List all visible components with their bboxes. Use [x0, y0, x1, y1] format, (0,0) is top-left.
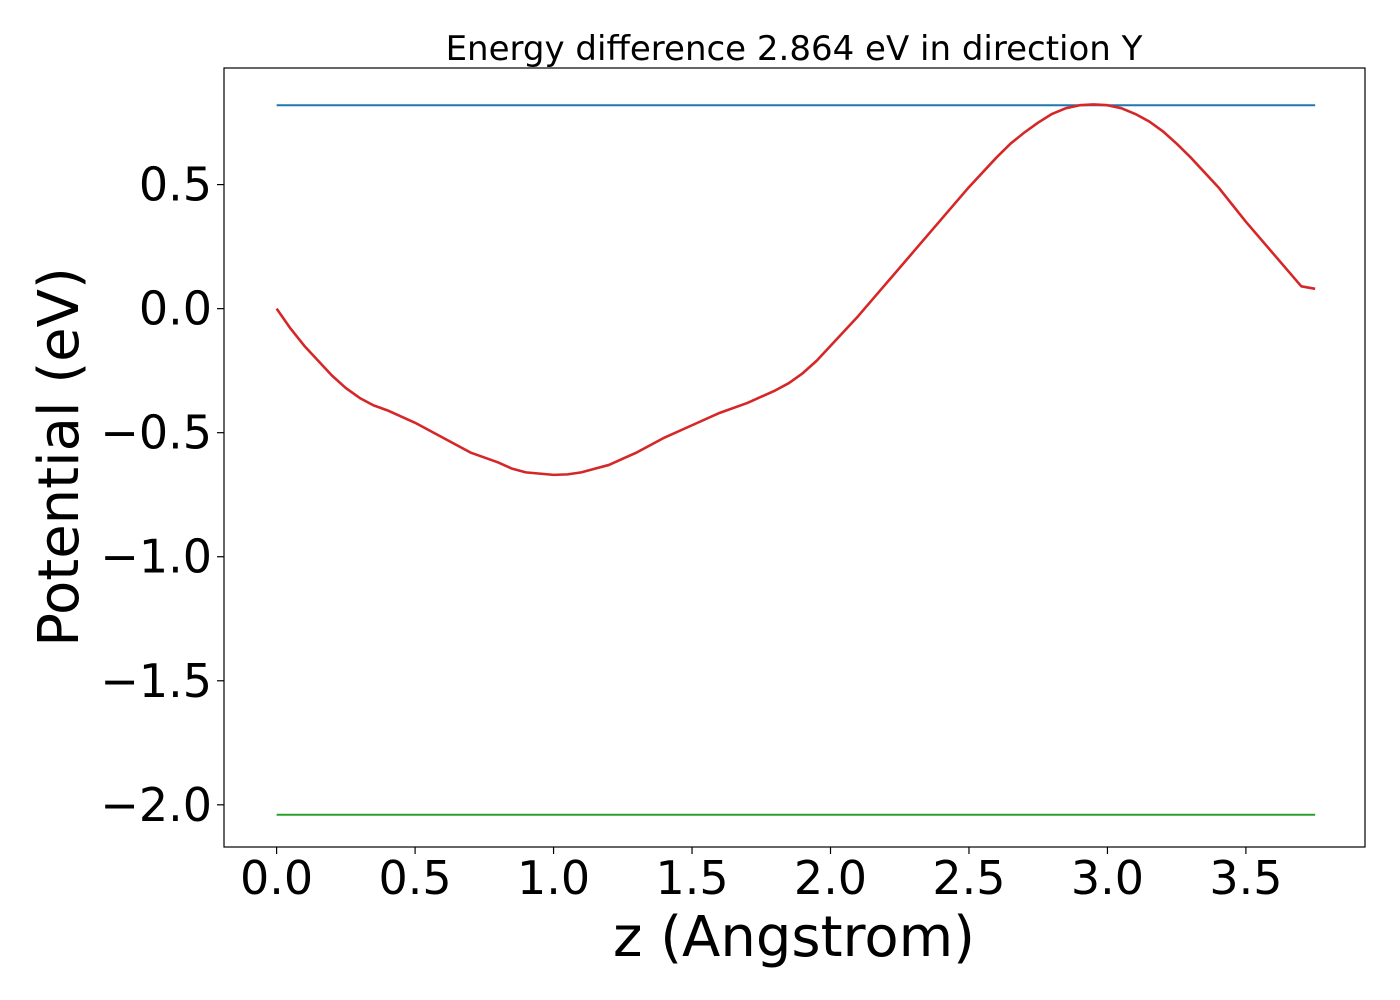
x-tick-label: 1.5 [655, 851, 728, 905]
plot-frame [223, 67, 1366, 848]
series-layer [275, 103, 1316, 816]
y-axis-label: Potential (eV) [27, 267, 92, 647]
x-axis-ticks: 0.0 0.5 1.0 1.5 2.0 2.5 3.0 3.5 [240, 847, 1282, 905]
series-line-2 [275, 103, 1316, 477]
x-tick-label: 3.0 [1071, 851, 1144, 905]
x-tick-label: 1.0 [517, 851, 590, 905]
y-tick-label: −1.5 [100, 654, 212, 708]
chart-title: Energy difference 2.864 eV in direction … [446, 29, 1143, 69]
y-axis-ticks: 0.5 0.0 −0.5 −1.0 −1.5 −2.0 [100, 158, 224, 832]
y-tick-label: −1.0 [100, 530, 212, 584]
x-tick-label: 0.0 [240, 851, 313, 905]
x-tick-label: 2.0 [794, 851, 867, 905]
x-tick-label: 2.5 [932, 851, 1005, 905]
x-tick-label: 3.5 [1209, 851, 1282, 905]
y-tick-label: −0.5 [100, 406, 212, 460]
y-tick-label: 0.5 [139, 158, 212, 212]
y-tick-label: −2.0 [100, 778, 212, 832]
y-tick-label: 0.0 [139, 282, 212, 336]
x-tick-label: 0.5 [379, 851, 452, 905]
x-axis-label: z (Angstrom) [613, 905, 975, 970]
